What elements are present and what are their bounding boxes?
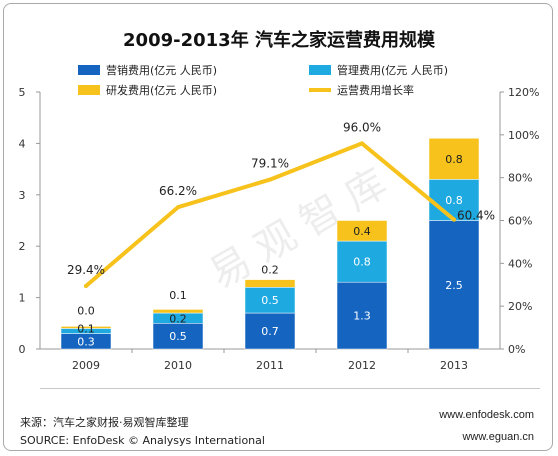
bar-segment — [428, 179, 480, 221]
legend-label: 营销费用(亿元 人民币) — [106, 63, 217, 77]
x-tick-label: 2009 — [72, 359, 100, 372]
bar-segment — [336, 220, 388, 242]
bar-value-label: 0.8 — [445, 153, 463, 166]
x-tick-label: 2011 — [256, 359, 284, 372]
y2-tick-label: 80% — [508, 172, 532, 185]
y-tick-label: 4 — [19, 137, 26, 150]
y-tick-label: 3 — [19, 189, 26, 202]
url-eguan: www.eguan.cn — [462, 431, 534, 443]
growth-rate-point — [176, 205, 180, 210]
chart-title: 2009-2013年 汽车之家运营费用规模 — [123, 30, 435, 51]
legend-label: 运营费用增长率 — [337, 83, 414, 97]
bar-segment — [244, 312, 296, 350]
legend-swatch — [309, 65, 331, 75]
bar-value-label: 2.5 — [445, 279, 463, 292]
bar-segment — [244, 279, 296, 288]
y2-tick-label: 60% — [508, 215, 532, 228]
x-tick-label: 2013 — [440, 359, 468, 372]
footer-source: 来源：汽车之家财报·易观智库整理 SOURCE: EnfoDesk © Anal… — [20, 414, 265, 450]
y2-tick-label: 120% — [508, 86, 539, 99]
bar-value-label: 0.7 — [261, 325, 279, 338]
legend-label: 研发费用(亿元 人民币) — [106, 83, 217, 97]
footer-separator — [40, 388, 540, 389]
growth-rate-label: 29.4% — [67, 263, 105, 277]
growth-rate-point — [452, 217, 456, 222]
legend-label: 管理费用(亿元 人民币) — [337, 63, 448, 77]
bar-value-label: 0.3 — [77, 335, 95, 348]
y-tick-label: 5 — [19, 86, 26, 99]
y-tick-label: 2 — [19, 240, 26, 253]
bar-value-label: 0.0 — [77, 304, 95, 317]
bar-segment — [336, 281, 388, 350]
bar-segment — [244, 287, 296, 314]
bar-value-label: 0.1 — [77, 323, 95, 336]
bar-value-label: 0.2 — [261, 263, 279, 276]
growth-rate-label: 66.2% — [159, 184, 197, 198]
x-tick-label: 2012 — [348, 359, 376, 372]
legend-swatch — [78, 65, 100, 75]
bar-value-label: 0.2 — [169, 312, 187, 325]
y-tick-label: 0 — [19, 343, 26, 356]
source-en: SOURCE: EnfoDesk © Analysys Internationa… — [20, 434, 265, 447]
y2-tick-label: 100% — [508, 129, 539, 142]
bar-value-label: 0.5 — [261, 294, 279, 307]
bar-segment — [428, 138, 480, 180]
bar-value-label: 0.8 — [445, 194, 463, 207]
footer-urls: www.enfodesk.com www.eguan.cn — [439, 404, 534, 448]
url-enfodesk: www.enfodesk.com — [439, 409, 534, 421]
bar-segment — [152, 309, 204, 314]
growth-rate-point — [268, 177, 272, 182]
legend-swatch — [78, 85, 100, 95]
x-tick-label: 2010 — [164, 359, 192, 372]
source-cn: 来源：汽车之家财报·易观智库整理 — [20, 416, 189, 429]
bar-segment — [428, 220, 480, 350]
growth-rate-point — [360, 141, 364, 146]
bar-value-label: 0.8 — [353, 256, 371, 269]
growth-rate-label: 60.4% — [457, 209, 495, 223]
growth-rate-label: 79.1% — [251, 157, 289, 171]
y2-tick-label: 0% — [508, 343, 525, 356]
bar-segment — [152, 323, 204, 350]
y-tick-label: 1 — [19, 292, 26, 305]
y2-tick-label: 20% — [508, 300, 532, 313]
bar-segment — [60, 326, 112, 329]
growth-rate-label: 96.0% — [343, 120, 381, 134]
bar-value-label: 0.5 — [169, 330, 187, 343]
bar-value-label: 1.3 — [353, 310, 371, 323]
bar-value-label: 0.4 — [353, 225, 371, 238]
y2-tick-label: 40% — [508, 257, 532, 270]
growth-rate-point — [84, 284, 88, 289]
bar-value-label: 0.1 — [169, 289, 187, 302]
